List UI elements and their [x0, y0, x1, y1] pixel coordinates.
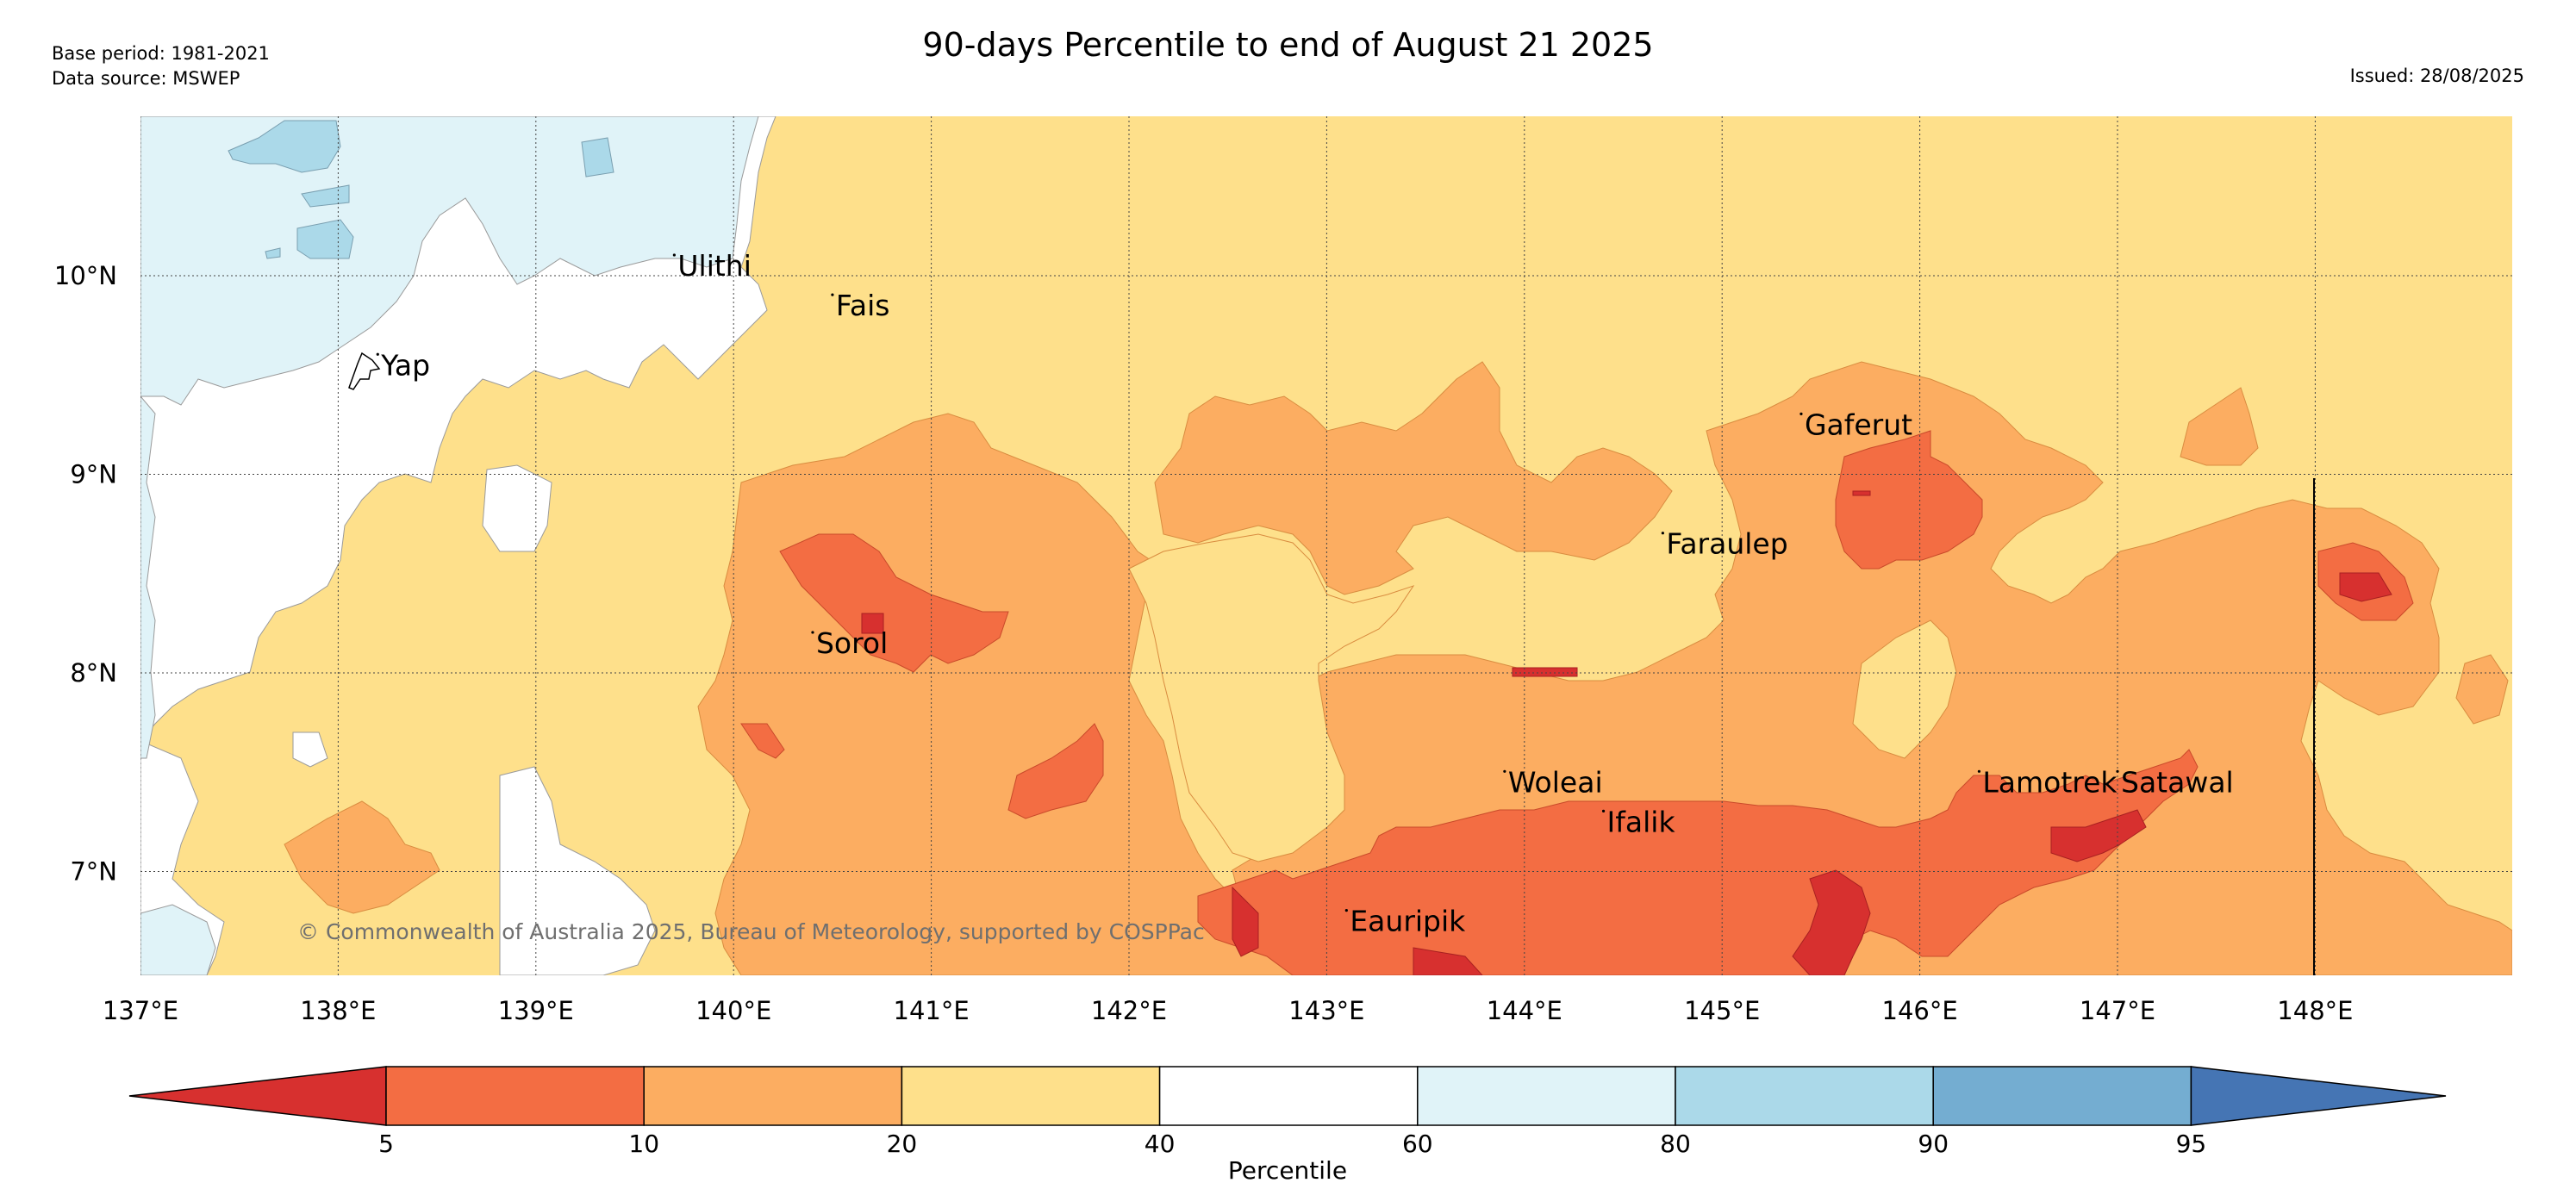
- band-20-40-hole-central: [1128, 533, 1415, 862]
- data-source-text: Data source: MSWEP: [52, 68, 240, 89]
- lon-tick-label: 140°E: [695, 996, 771, 1025]
- place-marker: [1977, 769, 1981, 773]
- colorbar-segment: [1675, 1066, 1934, 1126]
- colorbar: 5 10 20 40 60 80 90 95: [128, 1066, 2447, 1158]
- colorbar-tick-label: 95: [2176, 1130, 2207, 1158]
- place-marker: [672, 253, 676, 257]
- lat-tick-label: 10°N: [54, 261, 117, 290]
- band-5-10-sorol: [779, 533, 1009, 673]
- colorbar-tick-label: 10: [628, 1130, 659, 1158]
- metadata-block: Base period: 1981-2021 Data source: MSWE…: [52, 41, 270, 91]
- band-80-90-patch-5: [265, 247, 281, 259]
- lon-tick-label: 141°E: [894, 996, 970, 1025]
- lat-tick-label: 8°N: [70, 658, 117, 688]
- place-marker: [811, 631, 814, 634]
- place-label-faraulep: Faraulep: [1666, 527, 1787, 561]
- band-80-90-patch-1: [228, 120, 341, 173]
- band-below-5-eauripik: [1232, 886, 1259, 957]
- colorbar-segment: [643, 1066, 903, 1126]
- band-80-90-patch-2: [301, 184, 350, 208]
- longitude-labels: 137°E 138°E 139°E 140°E 141°E 142°E 143°E 144°E…: [103, 996, 2354, 1025]
- place-marker: [1601, 809, 1606, 813]
- place-label-woleai: Woleai: [1508, 765, 1603, 799]
- place-label-fais: Fais: [836, 289, 890, 322]
- colorbar-segment: [901, 1066, 1161, 1126]
- place-label-sorol: Sorol: [816, 626, 888, 660]
- band-80-90-patch-4: [581, 137, 614, 177]
- lon-tick-label: 147°E: [2080, 996, 2155, 1025]
- colorbar-tick-label: 20: [887, 1130, 918, 1158]
- lon-tick-label: 146°E: [1882, 996, 1958, 1025]
- colorbar-tick-label: 60: [1402, 1130, 1433, 1158]
- colorbar-segment: [385, 1066, 645, 1126]
- band-5-10-south-patch: [740, 723, 785, 759]
- place-marker: [831, 293, 834, 296]
- band-below-5-satawal: [2050, 809, 2147, 862]
- lon-tick-label: 148°E: [2277, 996, 2353, 1025]
- band-60-80-southwest: [140, 904, 216, 975]
- place-marker: [376, 352, 379, 356]
- place-label-satawal: Satawal: [2121, 765, 2234, 799]
- lon-tick-label: 139°E: [498, 996, 574, 1025]
- latitude-labels: 10°N 9°N 8°N 7°N: [54, 261, 117, 887]
- band-10-20-southwest: [284, 800, 440, 914]
- lat-tick-label: 7°N: [70, 857, 117, 887]
- band-10-20-far-east: [2180, 387, 2259, 466]
- lon-tick-label: 138°E: [300, 996, 376, 1025]
- band-10-20-east-small: [2455, 654, 2509, 725]
- band-below-5-far-east: [2339, 572, 2392, 602]
- lon-tick-label: 137°E: [103, 996, 178, 1025]
- chart-title: 90-days Percentile to end of August 21 2…: [922, 26, 1654, 64]
- place-label-ulithi: Ulithi: [677, 249, 752, 283]
- place-labels: Yap Ulithi Fais Gaferut Faraulep Sorol WoleaiI…: [376, 249, 2234, 938]
- place-marker: [1661, 532, 1664, 535]
- lon-tick-label: 145°E: [1684, 996, 1760, 1025]
- colorbar-tick-label: 5: [378, 1130, 394, 1158]
- lon-tick-label: 144°E: [1487, 996, 1562, 1025]
- lat-tick-label: 9°N: [70, 460, 117, 489]
- band-5-10-south-belt: [1197, 749, 2199, 975]
- band-below-5-gaferut: [1852, 490, 1871, 496]
- lon-tick-label: 143°E: [1288, 996, 1364, 1025]
- colorbar-segment: [1417, 1066, 1676, 1126]
- map-area: Yap Ulithi Fais Gaferut Faraulep Sorol WoleaiI…: [140, 116, 2512, 975]
- colorbar-tick-label: 40: [1145, 1130, 1176, 1158]
- band-below-5-south-1: [1413, 947, 1483, 975]
- band-10-20-north-central: [1154, 361, 1673, 595]
- band-below-5-south-2: [1792, 869, 1871, 975]
- band-60-80-west: [140, 395, 156, 759]
- band-80-90-patch-3: [296, 219, 354, 259]
- colorbar-tick-label: 80: [1660, 1130, 1691, 1158]
- colorbar-title: Percentile: [1228, 1156, 1347, 1185]
- gridlines: [140, 116, 2512, 975]
- colorbar-tick-label: 90: [1918, 1130, 1949, 1158]
- place-marker: [1344, 909, 1348, 912]
- place-label-yap: Yap: [380, 348, 430, 382]
- place-label-eauripik: Eauripik: [1350, 905, 1466, 938]
- band-40-60-patch-1: [482, 464, 552, 552]
- copyright-text: © Commonwealth of Australia 2025, Bureau…: [297, 919, 1205, 944]
- band-5-10-south-small: [1007, 723, 1104, 819]
- band-5-10-gaferut: [1835, 430, 1983, 570]
- yap-island-shape: [348, 352, 381, 390]
- colorbar-extend-high: [2190, 1066, 2447, 1126]
- band-below-5-sorol: [861, 613, 884, 634]
- place-marker: [1503, 769, 1506, 773]
- colorbar-segment: [1158, 1066, 1419, 1126]
- band-below-5-woleai: [1512, 667, 1578, 677]
- place-label-lamotrek: Lamotrek: [1982, 765, 2118, 799]
- lon-tick-label: 142°E: [1091, 996, 1167, 1025]
- base-period-text: Base period: 1981-2021: [52, 43, 270, 64]
- colorbar-segment: [1932, 1066, 2192, 1126]
- place-marker: [1799, 412, 1803, 415]
- band-60-80-north: [140, 116, 759, 406]
- place-label-ifalik: Ifalik: [1607, 805, 1676, 838]
- place-marker: [2116, 769, 2119, 773]
- band-20-40-hole-east: [1852, 619, 1957, 759]
- colorbar-extend-low: [128, 1066, 387, 1126]
- place-label-gaferut: Gaferut: [1805, 408, 1912, 441]
- band-40-60-patch-2: [292, 731, 328, 768]
- issued-date: Issued: 28/08/2025: [2349, 65, 2524, 86]
